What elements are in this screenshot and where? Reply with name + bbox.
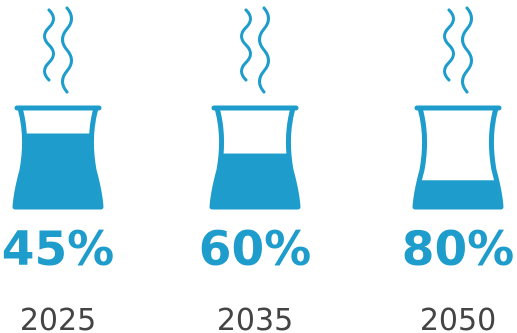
steam-wave <box>443 8 455 82</box>
tower-fill-level <box>415 180 501 207</box>
tower-fill-level <box>212 153 298 207</box>
cooling-tower-icon <box>412 105 504 210</box>
steam-wave <box>240 8 252 82</box>
steam-icon <box>43 6 73 94</box>
category-label: 2025 <box>20 303 96 333</box>
category-label: 2035 <box>217 303 293 333</box>
cooling-tower-icon <box>209 105 301 210</box>
value-label: 80% <box>402 222 515 277</box>
value-label: 60% <box>199 222 312 277</box>
steam-wave <box>258 6 270 94</box>
value-label: 45% <box>2 222 115 277</box>
tower-group: 45% 2025 <box>2 6 115 333</box>
steam-wave <box>61 6 73 94</box>
steam-wave <box>43 8 55 82</box>
category-label: 2050 <box>420 303 496 333</box>
steam-wave <box>461 6 473 94</box>
tower-group: 80% 2050 <box>402 6 515 333</box>
cooling-tower-icon <box>12 105 104 210</box>
tower-fill-level <box>15 133 101 207</box>
tower-group: 60% 2035 <box>199 6 312 333</box>
steam-icon <box>443 6 473 94</box>
steam-icon <box>240 6 270 94</box>
